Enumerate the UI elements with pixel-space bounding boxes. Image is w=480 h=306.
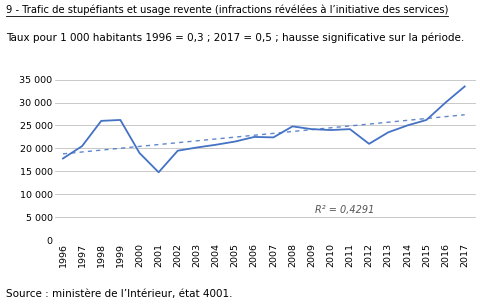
Text: Source : ministère de l’Intérieur, état 4001.: Source : ministère de l’Intérieur, état …	[6, 289, 232, 299]
Text: 9 - Trafic de stupéfiants et usage revente (infractions révélées à l’initiative : 9 - Trafic de stupéfiants et usage reven…	[6, 5, 447, 15]
Text: Taux pour 1 000 habitants 1996 = 0,3 ; 2017 = 0,5 ; hausse significative sur la : Taux pour 1 000 habitants 1996 = 0,3 ; 2…	[6, 32, 463, 43]
Text: R² = 0,4291: R² = 0,4291	[315, 205, 374, 215]
